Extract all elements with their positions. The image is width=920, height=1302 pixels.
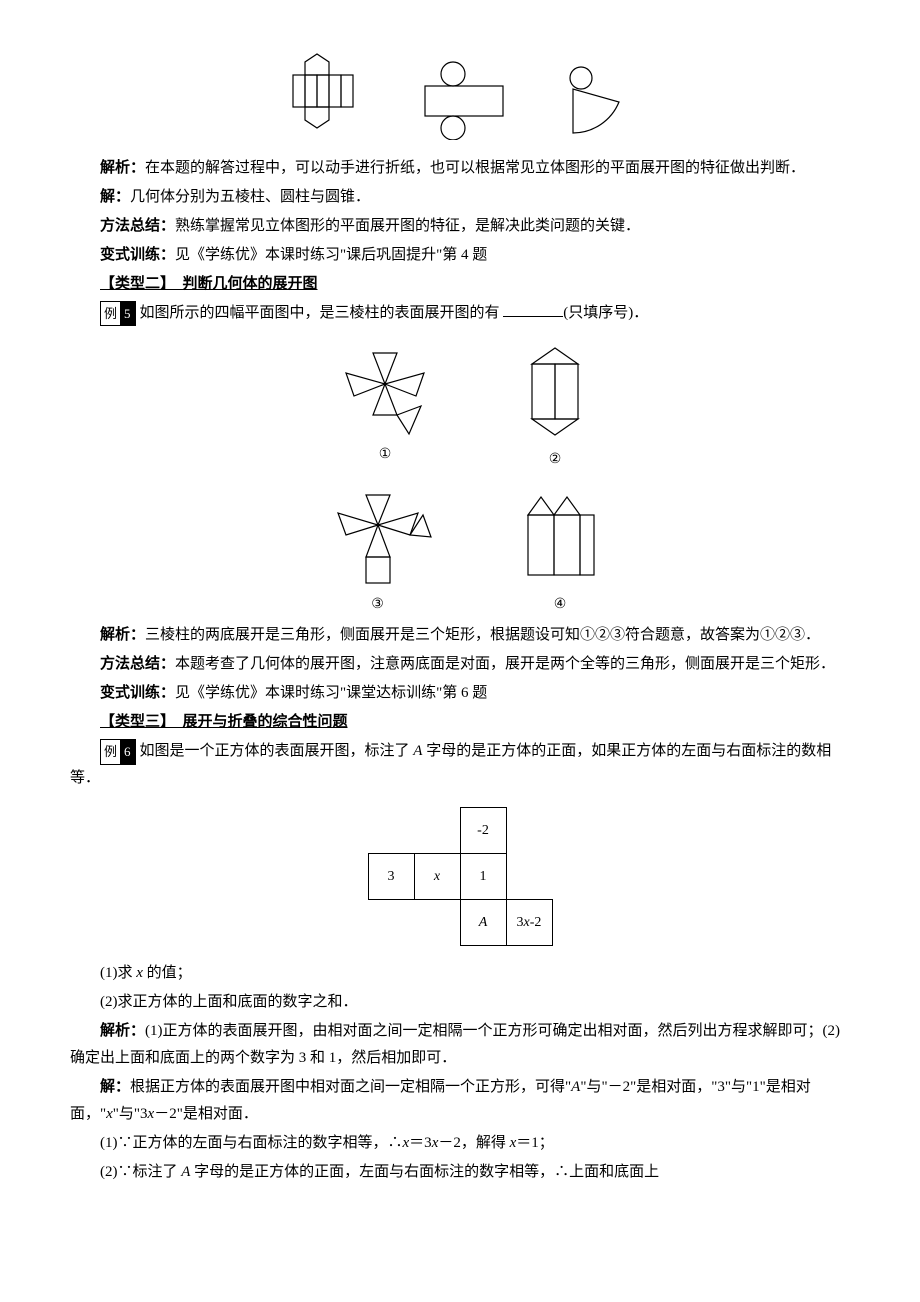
cube-net-figure: -2 3 x 1 A 3x-2 xyxy=(70,807,850,945)
method-text-1: 熟练掌握常见立体图形的平面展开图的特征，是解决此类问题的关键． xyxy=(175,218,640,234)
analysis-label-1: 解析： xyxy=(100,160,145,176)
variation-2: 变式训练：见《学练优》本课时练习"课堂达标训练"第 6 题 xyxy=(70,680,850,707)
example5-problem: 例5如图所示的四幅平面图中，是三棱柱的表面展开图的有 (只填序号)． xyxy=(70,300,850,327)
example-num-6: 6 xyxy=(120,740,135,763)
example5-suffix: (只填序号)． xyxy=(563,305,648,321)
fig-label-3: ③ xyxy=(371,592,384,617)
solution-3-1-text: (1)∵正方体的左面与右面标注的数字相等，∴x＝3x－2，解得 x＝1； xyxy=(100,1135,554,1151)
cube-cell-02: -2 xyxy=(460,807,507,854)
example5-text: 如图所示的四幅平面图中，是三棱柱的表面展开图的有 xyxy=(140,305,500,321)
solution-3-2: (2)∵标注了 A 字母的是正方体的正面，左面与右面标注的数字相等，∴上面和底面… xyxy=(70,1159,850,1186)
example6-problem: 例6如图是一个正方体的表面展开图，标注了 A 字母的是正方体的正面，如果正方体的… xyxy=(70,738,850,792)
solution-label-3: 解： xyxy=(100,1079,130,1095)
solution-1: 解：几何体分别为五棱柱、圆柱与圆锥． xyxy=(70,184,850,211)
fig-col-4: ④ xyxy=(518,487,603,617)
solution-text-3: 根据正方体的表面展开图中相对面之间一定相隔一个正方形，可得"A"与"－2"是相对… xyxy=(70,1079,811,1122)
variation-1: 变式训练：见《学练优》本课时练习"课后巩固提升"第 4 题 xyxy=(70,242,850,269)
method-label-2: 方法总结： xyxy=(100,656,175,672)
variation-label-1: 变式训练： xyxy=(100,247,175,263)
solution-label-1: 解： xyxy=(100,189,130,205)
cube-cell-12: 1 xyxy=(460,853,507,900)
figure-row-top xyxy=(70,50,850,140)
analysis-text-2: 三棱柱的两底展开是三角形，侧面展开是三个矩形，根据题设可知①②③符合题意，故答案… xyxy=(145,627,820,643)
example5-badge: 例5 xyxy=(100,301,136,326)
figure-pair-2: ③ ④ xyxy=(70,487,850,617)
fig-label-2: ② xyxy=(549,447,562,472)
variation-text-2: 见《学练优》本课时练习"课堂达标训练"第 6 题 xyxy=(175,685,487,701)
example-prefix-6: 例 xyxy=(101,744,120,759)
figure-pair-1: ① ② xyxy=(70,342,850,472)
type2-header: 【类型二】 判断几何体的展开图 xyxy=(70,271,850,298)
triprism-net-1 xyxy=(330,342,440,437)
analysis-3: 解析：(1)正方体的表面展开图，由相对面之间一定相隔一个正方形可确定出相对面，然… xyxy=(70,1018,850,1072)
fig-col-2: ② xyxy=(520,342,590,472)
q2: (2)求正方体的上面和底面的数字之和． xyxy=(70,989,850,1016)
example6-badge: 例6 xyxy=(100,739,136,764)
cube-empty-00 xyxy=(368,807,415,854)
solution-3-1: (1)∵正方体的左面与右面标注的数字相等，∴x＝3x－2，解得 x＝1； xyxy=(70,1130,850,1157)
cube-cell-10: 3 xyxy=(368,853,415,900)
cube-grid: -2 3 x 1 A 3x-2 xyxy=(368,807,552,945)
cube-empty-01 xyxy=(414,807,461,854)
triprism-net-2 xyxy=(520,342,590,442)
example-prefix-5: 例 xyxy=(101,306,120,321)
example-num-5: 5 xyxy=(120,302,135,325)
method-2: 方法总结：本题考查了几何体的展开图，注意两底面是对面，展开是两个全等的三角形，侧… xyxy=(70,651,850,678)
pentagonal-prism-net xyxy=(285,50,375,140)
analysis-text-3: (1)正方体的表面展开图，由相对面之间一定相隔一个正方形可确定出相对面，然后列出… xyxy=(70,1023,840,1066)
solution-3-2-text: (2)∵标注了 A 字母的是正方体的正面，左面与右面标注的数字相等，∴上面和底面… xyxy=(100,1164,659,1180)
analysis-text-1: 在本题的解答过程中，可以动手进行折纸，也可以根据常见立体图形的平面展开图的特征做… xyxy=(145,160,805,176)
cube-empty-13 xyxy=(506,853,553,900)
solution-3: 解：根据正方体的表面展开图中相对面之间一定相隔一个正方形，可得"A"与"－2"是… xyxy=(70,1074,850,1128)
triprism-net-4 xyxy=(518,487,603,587)
fig-label-4: ④ xyxy=(554,592,567,617)
method-1: 方法总结：熟练掌握常见立体图形的平面展开图的特征，是解决此类问题的关键． xyxy=(70,213,850,240)
cube-cell-22: A xyxy=(460,899,507,946)
analysis-label-3: 解析： xyxy=(100,1023,145,1039)
cube-empty-03 xyxy=(506,807,553,854)
cube-empty-21 xyxy=(414,899,461,946)
cube-cell-23: 3x-2 xyxy=(506,899,553,946)
cube-3x2: 3x-2 xyxy=(517,910,542,935)
method-text-2: 本题考查了几何体的展开图，注意两底面是对面，展开是两个全等的三角形，侧面展开是三… xyxy=(175,656,835,672)
cylinder-net xyxy=(415,60,515,140)
fig-label-1: ① xyxy=(379,442,392,467)
analysis-1: 解析：在本题的解答过程中，可以动手进行折纸，也可以根据常见立体图形的平面展开图的… xyxy=(70,155,850,182)
analysis-2: 解析：三棱柱的两底展开是三角形，侧面展开是三个矩形，根据题设可知①②③符合题意，… xyxy=(70,622,850,649)
analysis-label-2: 解析： xyxy=(100,627,145,643)
variation-text-1: 见《学练优》本课时练习"课后巩固提升"第 4 题 xyxy=(175,247,487,263)
fig-col-1: ① xyxy=(330,342,440,472)
q1: (1)求 x 的值； xyxy=(70,960,850,987)
variation-label-2: 变式训练： xyxy=(100,685,175,701)
type3-header-text: 【类型三】 展开与折叠的综合性问题 xyxy=(100,714,348,730)
solution-text-1: 几何体分别为五棱柱、圆柱与圆锥． xyxy=(130,189,370,205)
cube-empty-20 xyxy=(368,899,415,946)
cone-net xyxy=(555,65,635,140)
cube-cell-11: x xyxy=(414,853,461,900)
triprism-net-3 xyxy=(318,487,438,587)
type3-header: 【类型三】 展开与折叠的综合性问题 xyxy=(70,709,850,736)
type2-header-text: 【类型二】 判断几何体的展开图 xyxy=(100,276,318,292)
method-label-1: 方法总结： xyxy=(100,218,175,234)
cube-xi: x xyxy=(434,864,440,889)
example6-text: 如图是一个正方体的表面展开图，标注了 A 字母的是正方体的正面，如果正方体的左面… xyxy=(70,743,831,786)
fig-col-3: ③ xyxy=(318,487,438,617)
blank-answer xyxy=(503,316,563,317)
cube-a: A xyxy=(479,910,488,935)
q1-text: (1)求 x 的值； xyxy=(100,965,192,981)
